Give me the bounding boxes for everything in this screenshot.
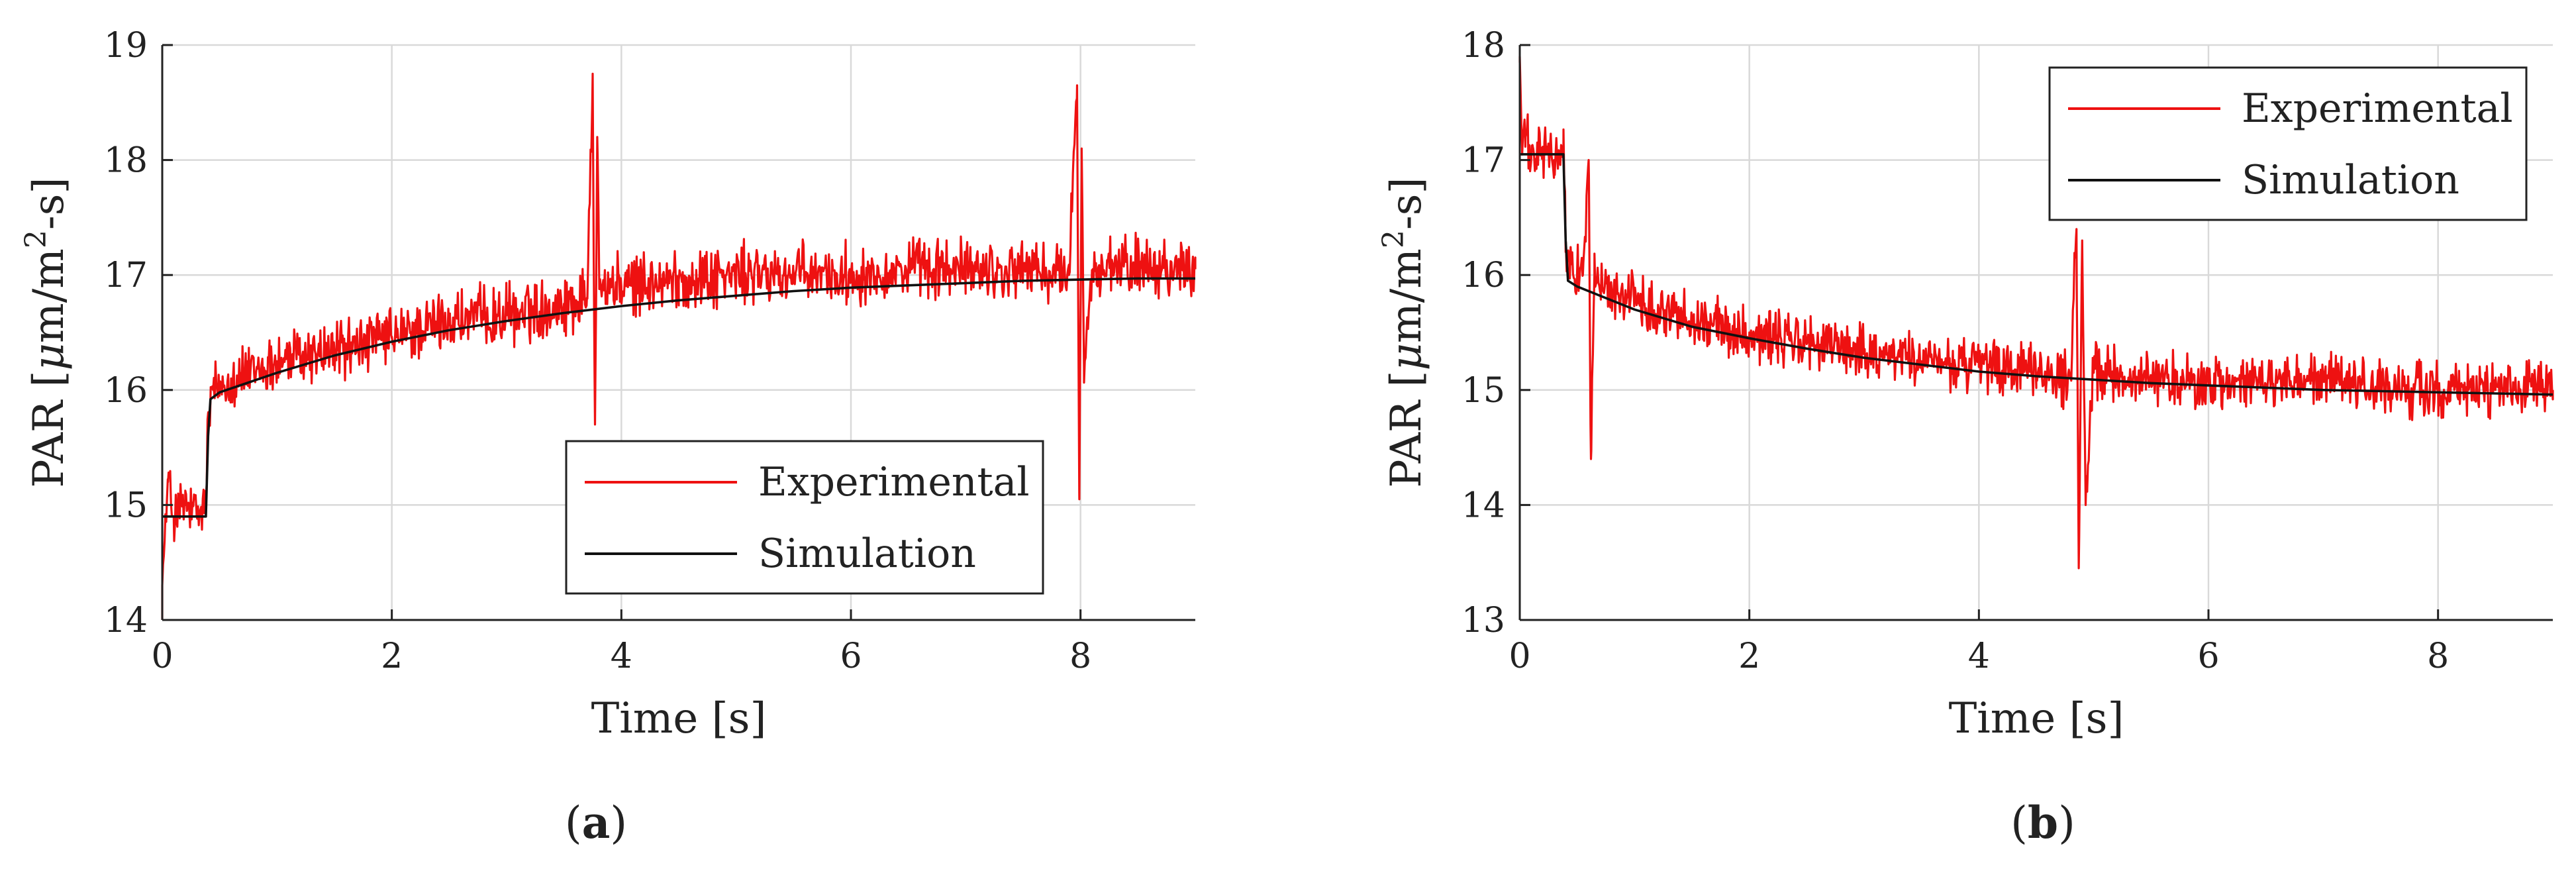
x-tick-label: 8 [2427, 637, 2449, 676]
x-axis-label: Time [s] [1949, 694, 2124, 743]
x-tick-label: 4 [1968, 637, 1990, 676]
x-tick-label: 0 [151, 637, 173, 676]
y-tick-label: 17 [104, 256, 148, 295]
chart-panel-b: 0 2 4 6 8 13 14 15 16 17 18 Time [s] PAR [μm/m2-s] Ex… [1377, 26, 2554, 848]
legend-label-experimental: Experimental [2242, 85, 2513, 132]
y-tick-label: 14 [104, 601, 148, 640]
y-tick-label: 15 [104, 486, 148, 525]
legend-label-experimental: Experimental [758, 459, 1030, 505]
series-line-simulation [162, 277, 1195, 518]
y-tick-label: 18 [1461, 26, 1505, 66]
legend: Experimental Simulation [565, 440, 1044, 595]
y-axis-label: PAR [μm/m2-s] [1377, 178, 1431, 488]
x-tick-label: 2 [381, 637, 403, 676]
x-tick-label: 6 [2197, 637, 2219, 676]
y-axis-label: PAR [μm/m2-s] [19, 178, 74, 488]
chart-panel-a: 0 2 4 6 8 14 15 16 17 18 19 Time [s] PAR [μm/m2-s] Ex… [19, 26, 1197, 848]
y-tick-label: 16 [104, 371, 148, 411]
panel-label: (a) [565, 797, 627, 848]
y-tick-label: 15 [1461, 371, 1505, 411]
legend-label-simulation: Simulation [2242, 157, 2459, 203]
x-tick-label: 4 [611, 637, 632, 676]
y-tick-label: 16 [1461, 256, 1505, 295]
x-tick-label: 0 [1509, 637, 1530, 676]
series-line-simulation [1520, 153, 2553, 396]
y-tick-label: 18 [104, 141, 148, 181]
x-axis-label: Time [s] [591, 694, 767, 743]
y-tick-label: 17 [1461, 141, 1505, 181]
legend-box [565, 440, 1044, 595]
y-tick-label: 19 [104, 26, 148, 66]
x-tick-label: 2 [1738, 637, 1760, 676]
series-line-experimental [161, 72, 1197, 620]
legend: Experimental Simulation [2048, 66, 2528, 221]
x-tick-label: 6 [840, 637, 862, 676]
panel-label: (b) [2010, 797, 2075, 848]
x-tick-label: 8 [1069, 637, 1091, 676]
y-tick-label: 13 [1461, 601, 1505, 640]
legend-label-simulation: Simulation [758, 531, 976, 577]
y-tick-label: 14 [1461, 486, 1505, 525]
legend-box [2048, 66, 2528, 221]
